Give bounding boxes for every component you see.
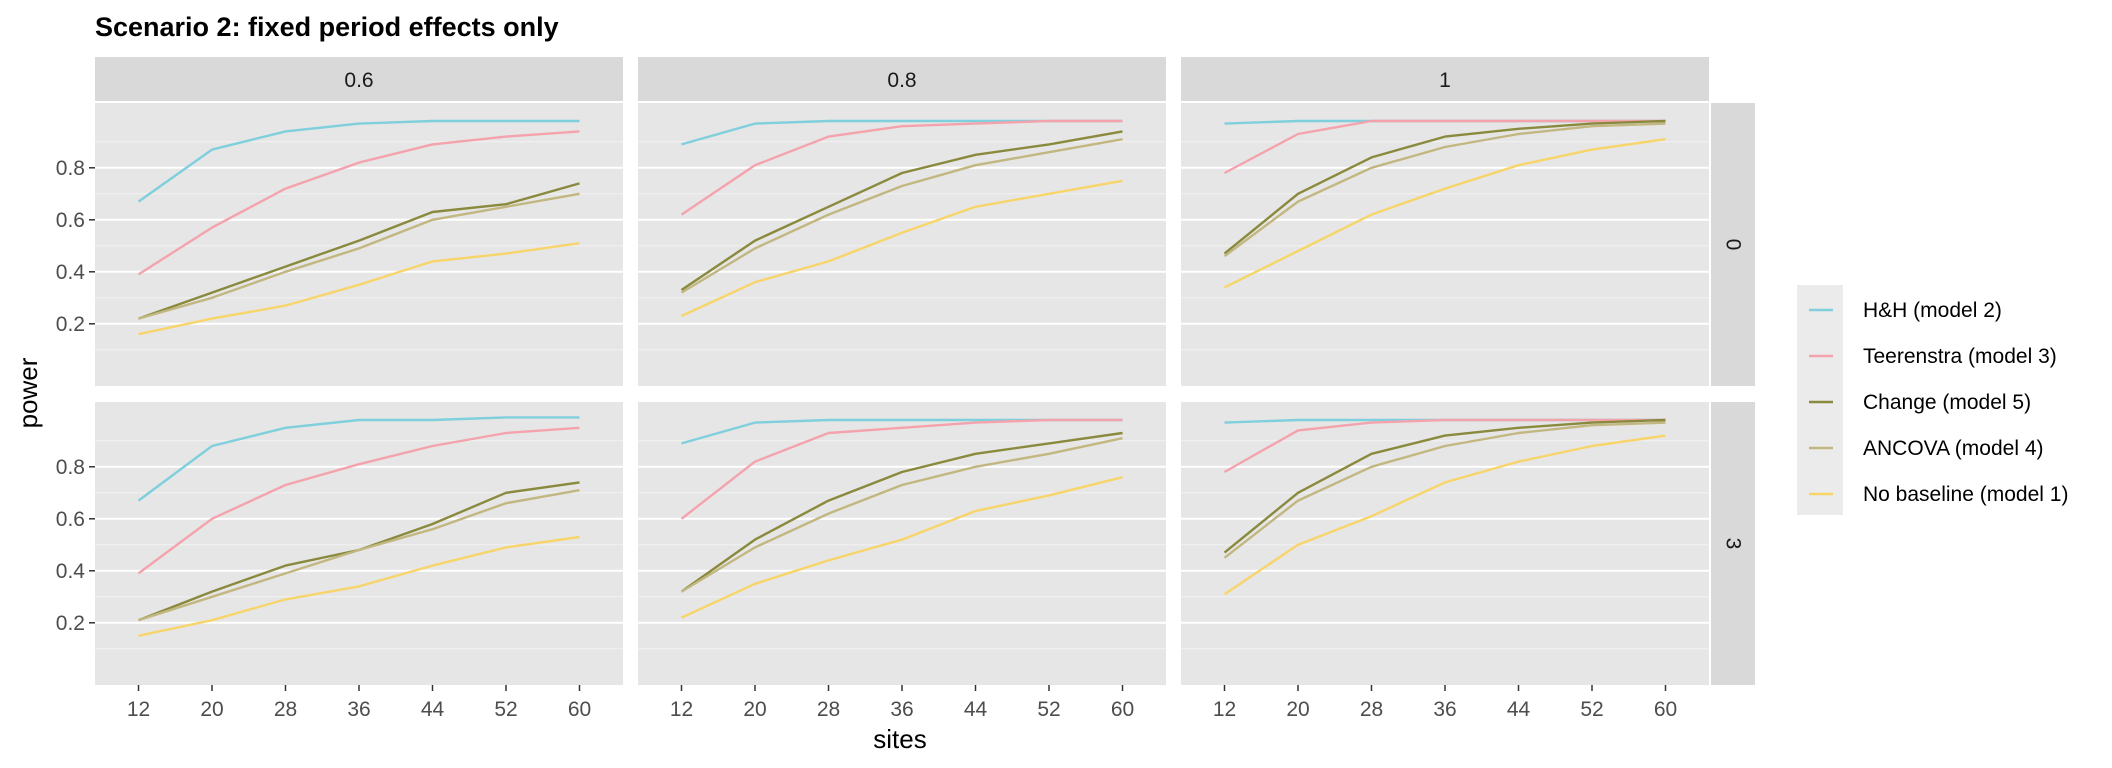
series-line: [680, 431, 1123, 593]
y-tick-label: 0.8: [56, 157, 85, 180]
legend-label: ANCOVA (model 4): [1863, 437, 2044, 460]
x-tick-label: 12: [1213, 698, 1236, 721]
x-tick-label: 44: [421, 698, 445, 721]
x-tick-label: 44: [1507, 698, 1531, 721]
series-line: [138, 182, 580, 320]
facet-strip-row-label: 3: [1722, 538, 1745, 550]
facet-strip-col-label: 0.8: [887, 69, 916, 92]
facet-panel: [638, 402, 1166, 685]
chart-title: Scenario 2: fixed period effects only: [95, 12, 559, 42]
y-tick-label: 0.8: [56, 456, 85, 479]
x-tick-label: 60: [1654, 698, 1677, 721]
x-tick-label: 36: [1433, 698, 1456, 721]
series-line: [137, 416, 580, 502]
x-tick-label: 36: [347, 698, 370, 721]
y-tick-label: 0.6: [56, 508, 85, 531]
series-line: [1223, 421, 1666, 559]
x-tick-label: 60: [1111, 698, 1134, 721]
facet-strip-col: [638, 57, 1166, 101]
series-line: [1223, 418, 1666, 554]
facet-panel: [95, 402, 623, 685]
facet-panel: [638, 103, 1166, 386]
facet-panel: [1181, 103, 1709, 386]
x-tick-label: 28: [817, 698, 840, 721]
series-line: [1223, 138, 1666, 289]
facet-strip-col-label: 0.6: [344, 69, 373, 92]
x-axis-title: sites: [873, 724, 926, 754]
x-tick-label: 28: [1360, 698, 1383, 721]
legend-label: H&H (model 2): [1863, 299, 2002, 322]
series-line: [137, 130, 580, 276]
y-axis-title: power: [13, 357, 43, 428]
legend: H&H (model 2) Teerenstra (model 3) Change …: [1797, 285, 2068, 515]
x-tick-label: 12: [127, 698, 150, 721]
y-tick-label: 0.2: [56, 612, 85, 635]
facet-strip-col: [1181, 57, 1709, 101]
series-line: [138, 242, 580, 336]
legend-label: Change (model 5): [1863, 391, 2031, 414]
x-tick-label: 36: [890, 698, 913, 721]
facet-strip-row: [1711, 103, 1755, 386]
facet-strip-col-label: 1: [1439, 69, 1451, 92]
series-line: [1223, 119, 1666, 175]
y-tick-label: 0.4: [56, 560, 86, 583]
x-tick-label: 20: [200, 698, 223, 721]
panel-background: [95, 402, 623, 685]
facet-strip-row-label: 0: [1722, 239, 1745, 251]
y-tick-label: 0.6: [56, 209, 85, 232]
y-tick-label: 0.4: [56, 261, 86, 284]
x-tick-label: 60: [568, 698, 591, 721]
x-tick-label: 52: [494, 698, 517, 721]
series-line: [680, 418, 1123, 520]
panel-background: [95, 103, 623, 386]
x-tick-label: 12: [670, 698, 693, 721]
legend-label: Teerenstra (model 3): [1863, 345, 2057, 368]
series-line: [1223, 119, 1666, 255]
facet-strip-row: [1711, 402, 1755, 685]
x-tick-label: 28: [274, 698, 297, 721]
panel-background: [1181, 402, 1709, 685]
facet-strip-col: [95, 57, 623, 101]
series-line: [137, 119, 580, 203]
series-line: [680, 119, 1123, 216]
series-line: [680, 130, 1123, 291]
series-line: [1223, 434, 1666, 596]
x-tick-label: 44: [964, 698, 988, 721]
series-line: [680, 437, 1123, 593]
x-tick-label: 52: [1037, 698, 1060, 721]
series-line: [138, 192, 580, 320]
x-tick-label: 20: [1286, 698, 1309, 721]
panel-background: [638, 103, 1166, 386]
y-tick-label: 0.2: [56, 313, 85, 336]
panel-background: [638, 402, 1166, 685]
legend-label: No baseline (model 1): [1863, 483, 2068, 506]
series-line: [680, 138, 1123, 294]
x-tick-label: 52: [1580, 698, 1603, 721]
series-line: [680, 179, 1123, 318]
series-line: [138, 489, 580, 622]
series-line: [680, 476, 1123, 619]
facet-panel: [1181, 402, 1709, 685]
legend-background: [1797, 285, 1843, 515]
x-tick-label: 20: [743, 698, 766, 721]
series-line: [138, 535, 580, 637]
facet-panel: [95, 103, 623, 386]
series-line: [1223, 122, 1666, 258]
series-line: [1223, 418, 1666, 474]
series-line: [137, 426, 580, 575]
